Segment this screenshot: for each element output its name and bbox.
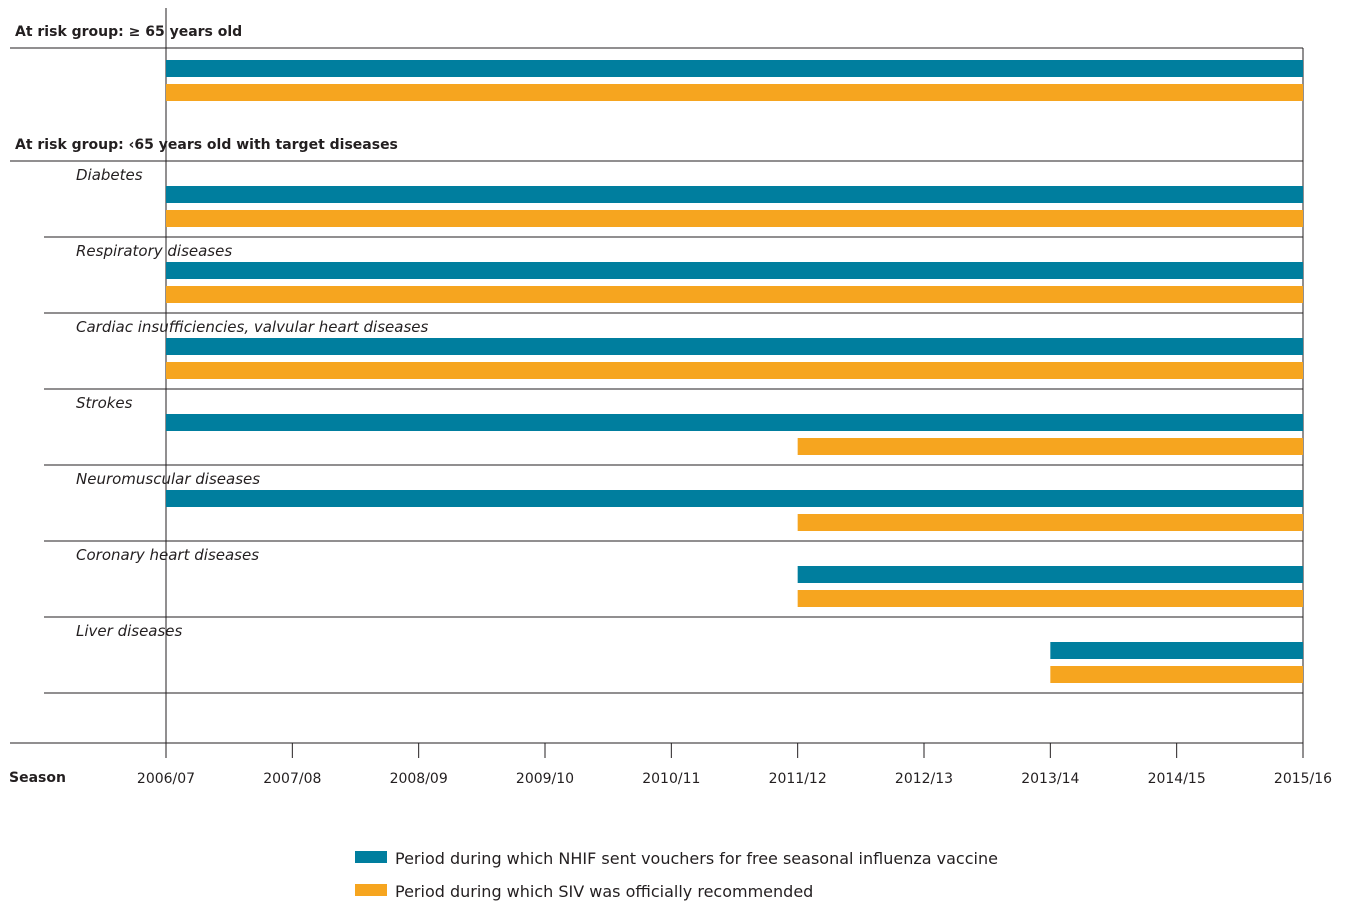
x-tick-label: 2009/10: [516, 771, 574, 787]
row-label-diabetes: Diabetes: [76, 166, 143, 184]
legend-swatch-siv: [355, 884, 387, 896]
bar-siv-respiratory-diseases: [166, 286, 1303, 303]
legend-label-nhif: Period during which NHIF sent vouchers f…: [395, 849, 998, 868]
row-label-coronary-heart-diseases: Coronary heart diseases: [76, 546, 259, 564]
bar-nhif-coronary-heart-diseases: [797, 566, 1303, 583]
row-label-strokes: Strokes: [76, 394, 133, 412]
legend-label-siv: Period during which SIV was officially r…: [395, 882, 813, 901]
legend-swatch-nhif: [355, 851, 387, 863]
x-tick-label: 2011/12: [769, 771, 827, 787]
x-tick-label: 2008/09: [390, 771, 448, 787]
bar-siv-liver-diseases: [1050, 666, 1303, 683]
bar-nhif-strokes: [166, 414, 1303, 431]
bar-nhif-liver-diseases: [1050, 642, 1303, 659]
group-title: At risk group: ‹65 years old with target…: [15, 137, 398, 153]
row-label-liver-diseases: Liver diseases: [76, 622, 183, 640]
bar-siv-strokes: [797, 438, 1303, 455]
x-tick-label: 2013/14: [1021, 771, 1079, 787]
bar-siv-coronary-heart-diseases: [797, 590, 1303, 607]
group-title: At risk group: ≥ 65 years old: [15, 24, 242, 40]
x-tick-label: 2010/11: [642, 771, 700, 787]
bar-nhif-age-65-plus: [166, 60, 1303, 77]
x-tick-label: 2014/15: [1148, 771, 1206, 787]
bar-nhif-respiratory-diseases: [166, 262, 1303, 279]
x-axis-title: Season: [9, 770, 66, 786]
row-label-neuromuscular-diseases: Neuromuscular diseases: [76, 470, 260, 488]
bar-nhif-cardiac-insufficiencies-valvular-heart-diseases: [166, 338, 1303, 355]
x-tick-label: 2007/08: [263, 771, 321, 787]
bar-siv-neuromuscular-diseases: [797, 514, 1303, 531]
bar-siv-age-65-plus: [166, 84, 1303, 101]
row-label-cardiac-insufficiencies-valvular-heart-diseases: Cardiac insufficiencies, valvular heart …: [76, 318, 428, 336]
bar-nhif-diabetes: [166, 186, 1303, 203]
bar-siv-cardiac-insufficiencies-valvular-heart-diseases: [166, 362, 1303, 379]
row-label-respiratory-diseases: Respiratory diseases: [76, 242, 232, 260]
x-tick-label: 2012/13: [895, 771, 953, 787]
bar-siv-diabetes: [166, 210, 1303, 227]
x-tick-label: 2006/07: [137, 771, 195, 787]
bar-nhif-neuromuscular-diseases: [166, 490, 1303, 507]
x-tick-label: 2015/16: [1274, 771, 1332, 787]
